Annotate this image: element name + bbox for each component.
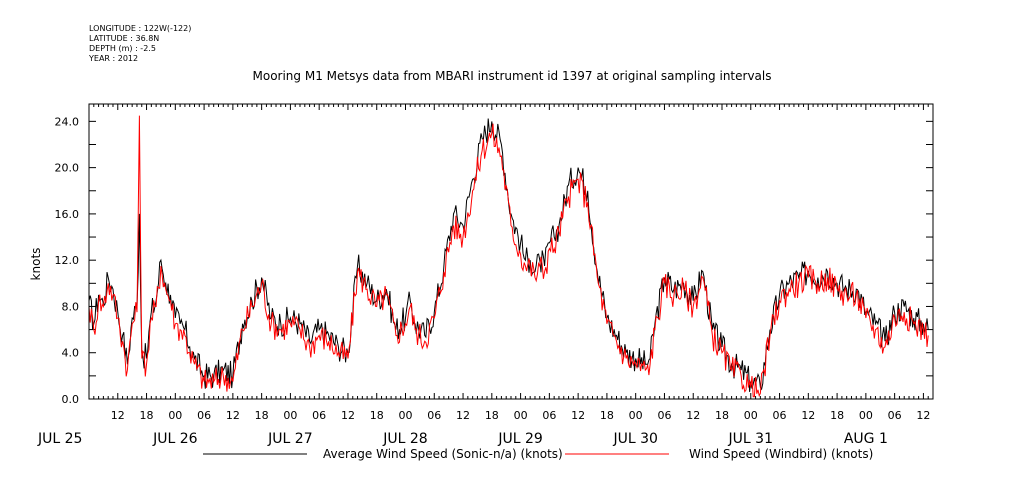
legend: Average Wind Speed (Sonic-n/a) (knots) W…	[203, 447, 873, 461]
x-tick-label: 00	[399, 409, 413, 422]
series-windbird-line	[88, 115, 929, 398]
y-tick-label: 8.0	[62, 300, 80, 313]
x-day-label: JUL 30	[612, 431, 657, 447]
x-day-label: AUG 1	[844, 431, 888, 447]
x-tick-label: 18	[600, 409, 614, 422]
meta-year: YEAR : 2012	[88, 54, 138, 63]
x-tick-label: 18	[715, 409, 729, 422]
x-tick-label: 18	[255, 409, 269, 422]
series-sonic-line	[88, 118, 929, 392]
y-tick-label: 12.0	[55, 254, 80, 267]
x-day-label: JUL 31	[728, 431, 773, 447]
y-axis-label: knots	[29, 248, 43, 281]
x-tick-label: 06	[657, 409, 671, 422]
x-day-label: JUL 28	[382, 431, 427, 447]
x-tick-label: 12	[571, 409, 585, 422]
x-tick-label: 12	[341, 409, 355, 422]
x-day-label: JUL 26	[152, 431, 198, 447]
x-tick-label: 06	[427, 409, 441, 422]
x-tick-label: 18	[370, 409, 384, 422]
x-tick-label: 00	[859, 409, 873, 422]
x-tick-label: 18	[830, 409, 844, 422]
x-day-label: JUL 27	[267, 431, 312, 447]
x-tick-label: 00	[514, 409, 528, 422]
x-tick-label: 00	[283, 409, 297, 422]
x-tick-label: 12	[226, 409, 240, 422]
x-tick-label: 12	[801, 409, 815, 422]
x-tick-label: 12	[686, 409, 700, 422]
y-tick-label: 0.0	[62, 393, 80, 406]
y-tick-label: 24.0	[55, 115, 80, 128]
x-tick-label: 12	[111, 409, 125, 422]
meta-latitude: LATITUDE : 36.8N	[89, 34, 159, 43]
axes: 12 18 00 06 12 18 00 06 12 18 00 06 12 18 00 06 12 18 00 06…	[37, 104, 934, 447]
legend-label-windbird: Wind Speed (Windbird) (knots)	[689, 447, 873, 461]
chart-title: Mooring M1 Metsys data from MBARI instru…	[253, 69, 772, 83]
x-tick-label: 00	[168, 409, 182, 422]
x-tick-label: 00	[629, 409, 643, 422]
y-tick-label: 4.0	[62, 347, 80, 360]
x-day-label: JUL 25	[37, 431, 82, 447]
x-tick-label: 12	[916, 409, 930, 422]
x-tick-label: 12	[456, 409, 470, 422]
meta-depth: DEPTH (m) : -2.5	[89, 44, 156, 53]
legend-label-sonic: Average Wind Speed (Sonic-n/a) (knots)	[323, 447, 563, 461]
x-tick-label: 06	[197, 409, 211, 422]
x-tick-label: 18	[140, 409, 154, 422]
y-tick-label: 20.0	[55, 162, 80, 175]
x-tick-label: 06	[773, 409, 787, 422]
plot-frame	[88, 103, 934, 400]
x-tick-label: 06	[312, 409, 326, 422]
x-tick-label: 18	[485, 409, 499, 422]
x-day-label: JUL 29	[497, 431, 542, 447]
x-tick-label: 06	[542, 409, 556, 422]
meta-longitude: LONGITUDE : 122W(-122)	[89, 24, 191, 33]
y-tick-label: 16.0	[55, 208, 80, 221]
x-tick-label: 06	[888, 409, 902, 422]
series-layer	[88, 115, 929, 398]
x-tick-label: 00	[744, 409, 758, 422]
